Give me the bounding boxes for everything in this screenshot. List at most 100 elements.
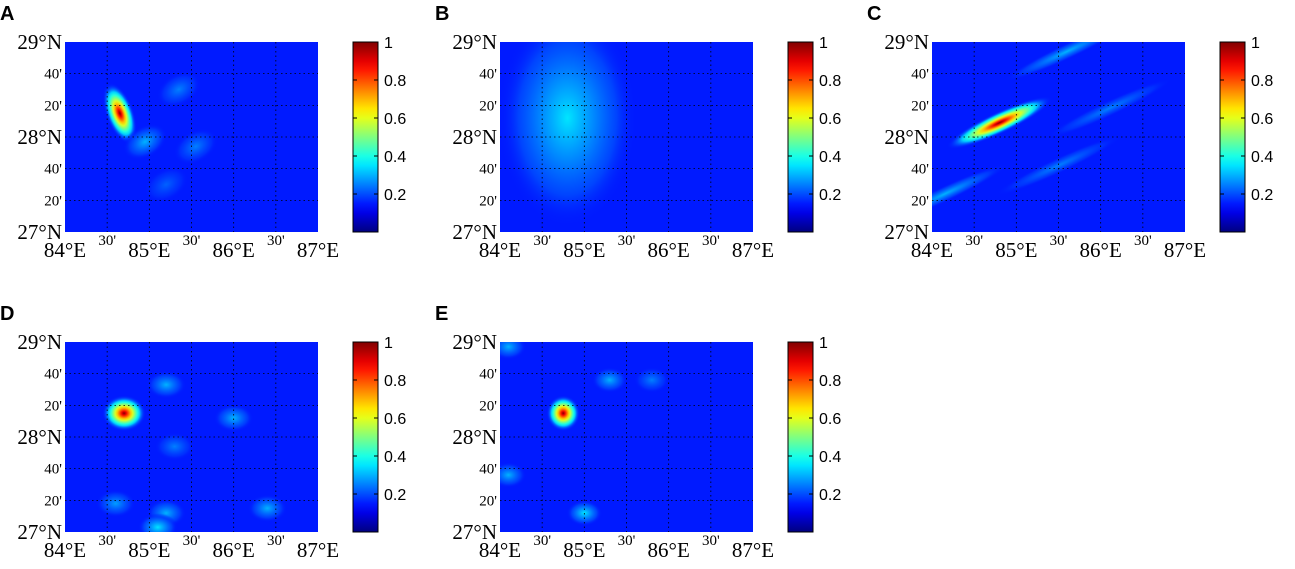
panel-letter: D [0, 303, 14, 325]
heat-spot [500, 342, 527, 360]
y-tick-label: 28°N [452, 125, 497, 149]
x-tick-label: 30' [267, 533, 285, 549]
colorbar-label: 1 [384, 335, 393, 352]
x-tick-label: 30' [98, 533, 116, 549]
heat-spot [146, 370, 187, 399]
heat-spot [247, 494, 288, 523]
y-tick-label: 27°N [452, 520, 497, 544]
y-tick-label: 28°N [884, 125, 929, 149]
y-tick-label: 40' [44, 367, 62, 383]
x-tick-label: 84°E [479, 238, 521, 262]
x-tick-label: 30' [618, 533, 636, 549]
colorbar-label: 1 [819, 335, 828, 352]
x-tick-label: 86°E [1080, 238, 1122, 262]
x-tick-label: 85°E [563, 538, 605, 562]
y-tick-label: 40' [479, 367, 497, 383]
panel-letter: C [867, 3, 881, 25]
colorbar-label: 0.6 [384, 411, 406, 428]
y-tick-label: 40' [44, 462, 62, 478]
heat-spot [546, 395, 581, 432]
x-tick-label: 86°E [648, 538, 690, 562]
colorbar-label: 0.6 [1251, 111, 1273, 128]
colorbar-label: 0.4 [819, 449, 841, 466]
x-tick-label: 30' [702, 533, 720, 549]
x-tick-label: 30' [533, 533, 551, 549]
x-tick-label: 30' [533, 233, 551, 249]
y-tick-label: 27°N [452, 220, 497, 244]
panel-letter: B [435, 3, 449, 25]
colorbar [787, 41, 814, 233]
heat-spot [154, 432, 195, 461]
x-tick-label: 85°E [563, 238, 605, 262]
colorbar-label: 0.4 [384, 449, 406, 466]
x-tick-label: 30' [618, 233, 636, 249]
colorbar [352, 41, 379, 233]
colorbar-label: 0.2 [384, 487, 406, 504]
colorbar-label: 0.2 [819, 187, 841, 204]
colorbar-label: 1 [1251, 35, 1260, 52]
y-tick-label: 27°N [17, 520, 62, 544]
colorbar-label: 0.4 [1251, 149, 1273, 166]
colorbar-label: 0.6 [819, 411, 841, 428]
x-tick-label: 84°E [911, 238, 953, 262]
y-tick-label: 28°N [17, 125, 62, 149]
x-tick-label: 84°E [44, 238, 86, 262]
x-tick-label: 85°E [995, 238, 1037, 262]
colorbar-label: 0.6 [819, 111, 841, 128]
heat-spot [213, 404, 254, 432]
x-tick-label: 30' [702, 233, 720, 249]
y-tick-label: 27°N [17, 220, 62, 244]
heat-spot [102, 395, 147, 432]
heat-spot [1045, 78, 1173, 139]
y-tick-label: 29°N [17, 330, 62, 354]
x-tick-label: 30' [183, 533, 201, 549]
heatmap [500, 342, 753, 532]
y-tick-label: 40' [479, 67, 497, 83]
heat-spot [932, 163, 1009, 225]
y-tick-label: 20' [44, 98, 62, 114]
y-tick-label: 40' [44, 67, 62, 83]
colorbar-label: 0.8 [384, 73, 406, 90]
heat-spot [137, 513, 178, 532]
colorbar-label: 0.2 [384, 187, 406, 204]
colorbar-label: 1 [819, 35, 828, 52]
y-tick-label: 20' [44, 193, 62, 209]
panel-letter: A [0, 3, 14, 25]
y-tick-label: 29°N [17, 30, 62, 54]
y-tick-label: 40' [479, 462, 497, 478]
colorbar-label: 0.4 [819, 149, 841, 166]
colorbar-label: 0.2 [819, 487, 841, 504]
panel-letter: E [435, 303, 448, 325]
x-tick-label: 30' [98, 233, 116, 249]
x-tick-label: 84°E [479, 538, 521, 562]
x-tick-label: 87°E [1164, 238, 1206, 262]
heat-spot [500, 42, 638, 228]
heat-spot [591, 367, 628, 393]
colorbar [1219, 41, 1246, 233]
y-tick-label: 20' [911, 98, 929, 114]
x-tick-label: 30' [1050, 233, 1068, 249]
heat-spot [173, 128, 218, 165]
colorbar [787, 341, 814, 533]
y-tick-label: 29°N [884, 30, 929, 54]
y-tick-label: 20' [479, 398, 497, 414]
heat-spot [95, 489, 136, 518]
y-tick-label: 20' [479, 493, 497, 509]
heatmap [500, 42, 753, 232]
colorbar-label: 0.8 [1251, 73, 1273, 90]
y-tick-label: 27°N [884, 220, 929, 244]
heat-spot [946, 96, 1053, 150]
heat-spot [500, 462, 527, 488]
heat-spot [156, 71, 202, 108]
x-tick-label: 87°E [297, 238, 339, 262]
y-tick-label: 20' [911, 193, 929, 209]
x-tick-label: 87°E [732, 238, 774, 262]
x-tick-label: 87°E [297, 538, 339, 562]
x-tick-label: 30' [267, 233, 285, 249]
x-tick-label: 85°E [128, 238, 170, 262]
x-tick-label: 85°E [128, 538, 170, 562]
heat-spot [633, 367, 670, 393]
colorbar-label: 0.8 [384, 373, 406, 390]
y-tick-label: 29°N [452, 330, 497, 354]
